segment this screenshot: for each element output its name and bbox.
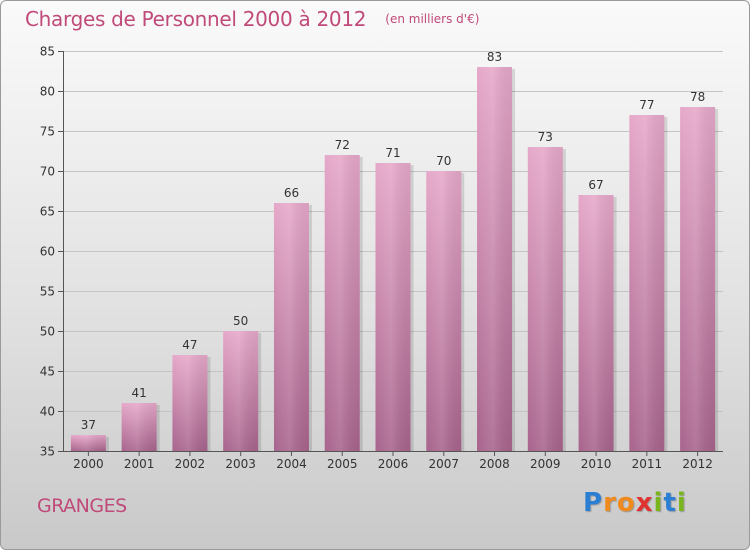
- data-label: 41: [132, 386, 147, 400]
- y-tick-label: 65: [40, 205, 55, 219]
- data-label: 71: [385, 146, 400, 160]
- commune-name: GRANGES: [37, 495, 127, 517]
- data-label: 50: [233, 314, 248, 328]
- bar-highlight: [172, 355, 208, 451]
- y-tick-label: 40: [40, 405, 55, 419]
- labels: 35 40 45 50 55 60 65 70 75 80 85 37 2000 41 2001 47 2002…: [40, 45, 713, 472]
- data-label: 73: [538, 130, 553, 144]
- bar-highlight: [426, 171, 462, 451]
- y-tick-label: 75: [40, 125, 55, 139]
- chart-subtitle: (en milliers d'€): [385, 12, 480, 26]
- x-tick-label: 2002: [175, 457, 206, 471]
- logo-letter: t: [663, 488, 677, 518]
- data-label: 67: [588, 178, 603, 192]
- y-tick-label: 45: [40, 365, 55, 379]
- x-tick-label: 2011: [632, 457, 663, 471]
- logo-letter: r: [603, 488, 617, 518]
- y-tick-label: 55: [40, 285, 55, 299]
- x-tick-label: 2007: [428, 457, 459, 471]
- data-label: 72: [335, 138, 350, 152]
- bar-highlight: [527, 147, 563, 451]
- data-label: 83: [487, 50, 502, 64]
- bar-highlight: [273, 203, 309, 451]
- bar-highlight: [578, 195, 614, 451]
- x-tick-label: 2009: [530, 457, 561, 471]
- x-tick-label: 2012: [682, 457, 713, 471]
- logo-letter: i: [653, 488, 664, 518]
- bar-highlight: [223, 331, 259, 451]
- proxiti-logo: Proxiti: [583, 488, 687, 518]
- chart-title: Charges de Personnel 2000 à 2012: [25, 7, 367, 31]
- y-tick-label: 50: [40, 325, 55, 339]
- bar-highlight: [375, 163, 411, 451]
- bar-highlight: [477, 67, 513, 451]
- logo-letter: P: [583, 488, 604, 518]
- logo-letter: i: [676, 488, 687, 518]
- x-tick-label: 2008: [479, 457, 510, 471]
- data-label: 77: [639, 98, 654, 112]
- data-label: 47: [182, 338, 197, 352]
- data-label: 37: [81, 418, 96, 432]
- y-tick-label: 35: [40, 445, 55, 459]
- bar-highlight: [70, 435, 106, 451]
- bar-highlight: [629, 115, 665, 451]
- y-tick-label: 70: [40, 165, 55, 179]
- data-label: 78: [690, 90, 705, 104]
- x-tick-label: 2003: [225, 457, 256, 471]
- x-tick-label: 2005: [327, 457, 358, 471]
- y-tick-label: 80: [40, 85, 55, 99]
- logo-letter: o: [616, 488, 636, 518]
- title-row: Charges de Personnel 2000 à 2012 (en mil…: [25, 7, 479, 31]
- bar-highlight: [324, 155, 360, 451]
- data-label: 70: [436, 154, 451, 168]
- y-tick-label: 60: [40, 245, 55, 259]
- x-tick-label: 2001: [124, 457, 155, 471]
- logo-letter: x: [635, 488, 654, 518]
- x-tick-label: 2010: [581, 457, 612, 471]
- x-tick-label: 2006: [378, 457, 409, 471]
- bar-highlight: [680, 107, 716, 451]
- axes: [58, 51, 723, 456]
- bars: [70, 67, 719, 451]
- data-label: 66: [284, 186, 299, 200]
- y-tick-label: 85: [40, 45, 55, 59]
- x-tick-label: 2000: [73, 457, 104, 471]
- bar-highlight: [121, 403, 157, 451]
- x-tick-label: 2004: [276, 457, 307, 471]
